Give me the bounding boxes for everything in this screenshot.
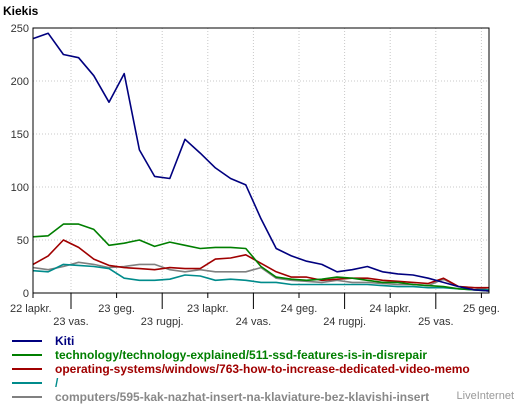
- x-tick-label: 24 geg.: [281, 303, 318, 315]
- y-tick-label: 50: [17, 235, 29, 247]
- x-tick-label: 24 lapkr.: [369, 303, 411, 315]
- legend-item-video-memo: operating-systems/windows/763-how-to-inc…: [12, 362, 517, 376]
- x-tick-label: 25 vas.: [418, 316, 453, 328]
- y-tick-label: 200: [11, 76, 29, 88]
- x-tick-label: 24 rugpj.: [323, 316, 366, 328]
- x-tick-label: 23 geg.: [98, 303, 135, 315]
- legend-label: Kiti: [55, 334, 75, 348]
- x-tick-label: 23 rugpj.: [141, 316, 184, 328]
- legend-label: computers/595-kak-nazhat-insert-na-klavi…: [55, 390, 430, 404]
- x-tick-labels: 22 lapkr.23 vas. 23 geg. 23 rugpj.23 lapkr…: [10, 293, 500, 328]
- legend-item-root: /: [12, 376, 517, 390]
- watermark: LiveInternet: [456, 390, 514, 402]
- legend-item-kiti: Kiti: [12, 334, 517, 348]
- x-tick-label: 23 lapkr.: [187, 303, 229, 315]
- x-tick-label: 22 lapkr.: [10, 303, 52, 315]
- series-line-1: [32, 223, 490, 292]
- legend-swatch: [12, 382, 42, 384]
- grid: [32, 27, 489, 294]
- legend-label: technology/technology-explained/511-ssd-…: [55, 348, 428, 362]
- y-tick-label: 250: [11, 23, 29, 35]
- legend-label: /: [55, 376, 59, 390]
- legend-label: operating-systems/windows/763-how-to-inc…: [55, 362, 470, 376]
- legend-swatch: [12, 396, 42, 398]
- x-tick-label: 23 vas.: [53, 316, 88, 328]
- legend-item-insert: computers/595-kak-nazhat-insert-na-klavi…: [12, 390, 517, 404]
- series-line-2: [32, 239, 489, 289]
- legend-swatch: [12, 340, 42, 342]
- legend-swatch: [12, 354, 42, 356]
- y-tick-label: 150: [11, 129, 29, 141]
- y-tick-labels: 0 50 100 150 200 250: [11, 23, 29, 300]
- series-line-0: [32, 32, 490, 292]
- series-lines: [32, 32, 490, 292]
- x-tick-label: 25 geg.: [463, 303, 500, 315]
- y-axis-label: Kiekis: [3, 4, 39, 18]
- legend-item-ssd: technology/technology-explained/511-ssd-…: [12, 348, 517, 362]
- x-tick-label: 24 vas.: [236, 316, 271, 328]
- legend: Kiti technology/technology-explained/511…: [12, 334, 517, 404]
- plot-frame: [32, 27, 490, 294]
- y-tick-label: 0: [23, 288, 29, 300]
- series-line-3: [32, 263, 489, 291]
- y-tick-label: 100: [11, 182, 29, 194]
- legend-swatch: [12, 368, 42, 370]
